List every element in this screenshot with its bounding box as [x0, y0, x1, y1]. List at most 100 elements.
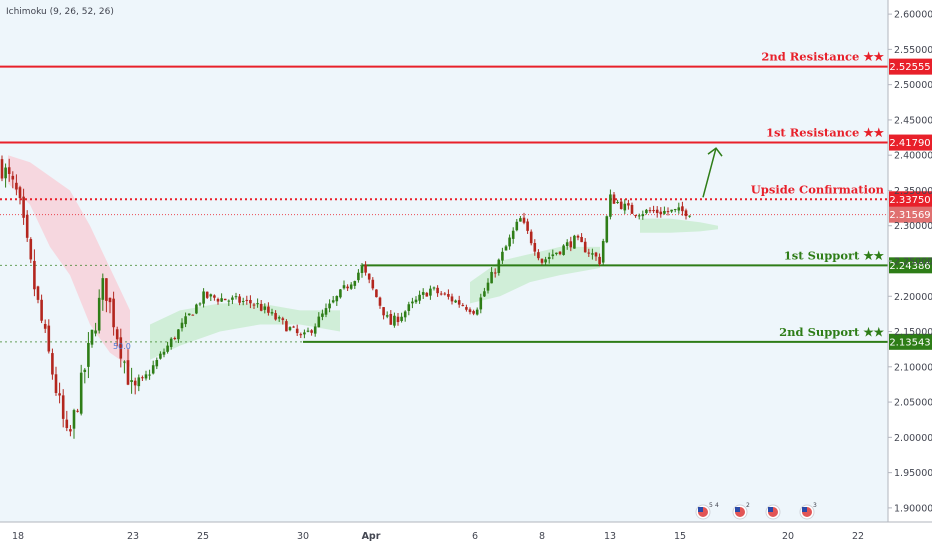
flag-canton — [802, 507, 807, 512]
candle-body — [490, 271, 493, 284]
candle-body — [231, 297, 234, 300]
candle-body — [112, 298, 115, 328]
candle-body — [101, 278, 105, 300]
time-tick-label: 18 — [12, 531, 24, 542]
candle-body — [137, 377, 141, 387]
candle-body — [663, 210, 666, 214]
candle-body — [562, 245, 565, 255]
candle-body — [61, 395, 65, 419]
candle-body — [90, 329, 94, 345]
candle-body — [537, 252, 540, 259]
candle-body — [36, 286, 40, 300]
candle-body — [619, 201, 623, 209]
candle-body — [33, 260, 36, 290]
candle-body — [328, 303, 331, 309]
candle-body — [375, 289, 378, 298]
candle-body — [223, 298, 227, 301]
candle-body — [141, 377, 144, 379]
candle-body — [558, 251, 562, 255]
candle-body — [353, 281, 357, 286]
candle-body — [83, 369, 87, 372]
price-axis[interactable]: 2.52555 2.41790 2.33750 2.24386 2.13543 2.315… — [887, 0, 932, 550]
candle-body — [321, 313, 324, 317]
candle-body — [310, 330, 313, 333]
price-tick-label: 2.15000 — [894, 327, 932, 338]
candle-body — [249, 299, 252, 304]
candle-body — [511, 230, 515, 239]
candle-body — [324, 308, 328, 315]
candle-body — [475, 309, 479, 315]
level-label: 1st Support ★★ — [784, 248, 885, 262]
level-label: 2nd Resistance ★★ — [761, 50, 884, 64]
candle-body — [133, 380, 137, 386]
candle-body — [443, 293, 447, 295]
candle-body — [259, 303, 263, 311]
candle-body — [256, 303, 259, 305]
us-flag-icon[interactable] — [765, 504, 781, 520]
candle-body — [389, 313, 393, 325]
candle-body — [591, 253, 594, 255]
arrow-head — [707, 147, 723, 157]
price-tag — [889, 257, 932, 274]
candle-body — [177, 329, 180, 340]
time-axis[interactable]: 18 23 25 30 Apr 6 8 13 15 20 22 — [0, 521, 932, 542]
time-tick-label: 13 — [604, 531, 616, 542]
candle-body — [533, 243, 537, 252]
candle-body — [155, 360, 159, 367]
candle-body — [508, 237, 511, 247]
cloud-band — [150, 303, 340, 360]
indicator-label[interactable]: Ichimoku (9, 26, 52, 26) — [6, 7, 114, 17]
candle-body — [295, 328, 299, 334]
price-tick-label: 2.50000 — [894, 80, 932, 91]
candle-body — [151, 365, 155, 374]
candle-body — [385, 315, 389, 317]
candle-body — [303, 332, 306, 335]
candle-body — [688, 215, 691, 217]
candle-body — [54, 374, 58, 393]
candle-body — [25, 214, 29, 238]
candle-body — [252, 304, 256, 306]
candle-body — [285, 321, 288, 332]
candle-body — [4, 167, 7, 179]
plot-background — [0, 0, 888, 522]
price-tag — [889, 58, 932, 75]
price-tag — [889, 134, 932, 151]
price-tag-text: 2.41790 — [889, 138, 930, 149]
candle-body — [263, 306, 267, 310]
us-flag-icon[interactable]: 3 — [799, 502, 817, 520]
candle-body — [187, 313, 191, 316]
candle-body — [418, 294, 421, 301]
candle-body — [421, 292, 425, 295]
candle-body — [346, 286, 349, 289]
level-label: Upside Confirmation — [751, 182, 885, 196]
candle-body — [367, 273, 371, 280]
candle-body — [65, 419, 69, 428]
candle-body — [382, 307, 385, 316]
candle-body — [288, 327, 292, 331]
candle-body — [612, 194, 616, 204]
candle-body — [126, 360, 130, 385]
candle-body — [504, 246, 508, 251]
candle-body — [97, 297, 101, 331]
candle-body — [583, 241, 587, 253]
candle-body — [317, 316, 321, 328]
candle-body — [11, 175, 15, 180]
candle-body — [119, 337, 123, 359]
us-flag-icon[interactable]: 2 — [732, 502, 750, 520]
candle-body — [198, 303, 202, 305]
time-tick-label: 25 — [197, 531, 209, 542]
candle-body — [641, 214, 645, 217]
time-tick-label: 6 — [472, 531, 478, 542]
candle-body — [623, 203, 627, 211]
candle-body — [396, 316, 400, 323]
candle-body — [378, 297, 382, 306]
candle-body — [652, 210, 655, 212]
candle-body — [339, 289, 342, 298]
candle-body — [666, 211, 670, 213]
price-tick-label: 2.10000 — [894, 362, 932, 373]
candle-body — [144, 374, 148, 379]
candle-body — [130, 380, 133, 383]
